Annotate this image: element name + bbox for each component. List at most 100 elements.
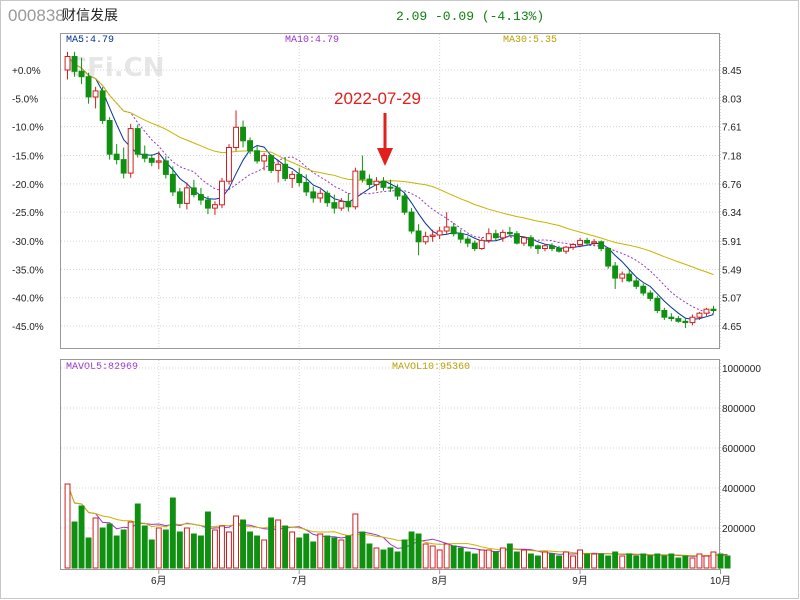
candle-body	[443, 226, 450, 232]
volume-bar	[654, 553, 661, 569]
candle-body	[394, 187, 401, 197]
volume-bar	[219, 525, 225, 569]
candle-body	[64, 56, 71, 71]
volume-bar	[443, 543, 450, 569]
volume-bar	[387, 547, 394, 569]
candle-body	[183, 187, 190, 204]
volume-bar	[612, 551, 619, 569]
candle-body	[429, 234, 436, 237]
percent-tick-label: -25.0%	[12, 208, 44, 219]
percent-tick-label: -10.0%	[12, 123, 44, 134]
volume-bar	[450, 545, 457, 569]
candle-body	[303, 182, 310, 193]
volume-bar	[689, 557, 696, 569]
volume-bar	[64, 483, 71, 569]
volume-bar	[261, 539, 268, 569]
candle-body	[422, 235, 429, 243]
candle-body	[696, 312, 703, 318]
candle-body	[317, 192, 324, 199]
volume-bar	[78, 505, 85, 569]
volume-bar	[155, 527, 162, 569]
candle-body	[577, 239, 583, 245]
candle-body	[233, 126, 240, 149]
volume-bar	[542, 551, 548, 569]
volume-bar	[415, 533, 422, 569]
volume-bar	[275, 519, 282, 569]
candle-body	[148, 157, 155, 163]
volume-bar	[296, 537, 303, 569]
candle-body	[268, 155, 275, 171]
candle-body	[584, 239, 590, 244]
percent-tick-label: -5.0%	[12, 94, 38, 105]
volume-tick-label: 600000	[722, 444, 756, 455]
mavol5-label: MAVOL5:82969	[66, 362, 138, 373]
volume-bar	[169, 497, 176, 569]
percent-tick-label: +0.0%	[12, 66, 41, 77]
volume-bar	[619, 555, 626, 569]
volume-bar	[717, 553, 724, 569]
volume-tick-label: 200000	[722, 524, 756, 535]
volume-bar	[563, 551, 569, 569]
volume-bar	[148, 539, 155, 569]
candle-body	[647, 292, 654, 299]
volume-bar	[310, 541, 317, 569]
candle-body	[513, 233, 520, 244]
volume-bar	[422, 543, 429, 569]
candle-body	[92, 90, 99, 98]
candle-body	[415, 230, 422, 243]
ma10-line	[67, 56, 714, 315]
candle-body	[261, 155, 268, 162]
volume-bar	[626, 553, 633, 569]
volume-bar	[703, 555, 710, 569]
volume-bar	[647, 555, 654, 569]
candle-body	[640, 285, 647, 294]
candle-body	[373, 180, 380, 186]
price-tick-label: 5.07	[722, 294, 742, 305]
candle-body	[113, 153, 120, 161]
volume-bar	[303, 533, 310, 569]
volume-bar	[338, 539, 345, 569]
candle-body	[359, 170, 366, 180]
price-quote: 2.09 -0.09 (-4.13%)	[396, 9, 544, 24]
candle-body	[162, 160, 169, 175]
candle-body	[521, 237, 527, 244]
candle-body	[675, 318, 682, 322]
candle-body	[275, 163, 282, 171]
volume-bar	[394, 551, 401, 569]
candle-body	[120, 159, 127, 174]
candle-body	[176, 191, 183, 204]
volume-bar	[99, 527, 106, 569]
volume-bar	[106, 523, 113, 569]
volume-bar	[549, 553, 555, 569]
volume-bar	[198, 535, 204, 569]
volume-bar	[127, 521, 134, 569]
volume-bar	[471, 553, 478, 569]
month-tick-label: 6月	[151, 575, 167, 587]
stock-name: 财信发展	[62, 8, 118, 24]
volume-bar	[226, 531, 232, 569]
volume-bar	[492, 551, 499, 569]
candle-body	[499, 231, 506, 239]
price-tick-label: 7.61	[722, 123, 742, 134]
volume-bar	[408, 531, 415, 569]
candle-body	[542, 245, 548, 250]
volume-bar	[675, 557, 682, 569]
candle-body	[254, 150, 261, 162]
price-tick-label: 4.65	[722, 322, 742, 333]
candle-body	[141, 153, 148, 159]
volume-bar	[331, 537, 338, 569]
volume-bar	[640, 553, 647, 569]
volume-bar	[92, 517, 99, 569]
axis-labels: 8.45 +0.0% 8.03 -5.0% 7.61 -10.0% 7.18 -15.0% 6.…	[12, 66, 761, 587]
candle-body	[506, 231, 513, 235]
annotation-arrow-icon	[377, 113, 393, 166]
volume-bar	[521, 549, 527, 569]
candle-body	[605, 248, 612, 267]
candle-body	[78, 70, 85, 78]
volume-bar	[506, 543, 513, 569]
candle-body	[485, 233, 492, 241]
volume-bar	[724, 555, 731, 569]
candle-body	[380, 180, 387, 188]
volume-bar	[268, 517, 275, 569]
